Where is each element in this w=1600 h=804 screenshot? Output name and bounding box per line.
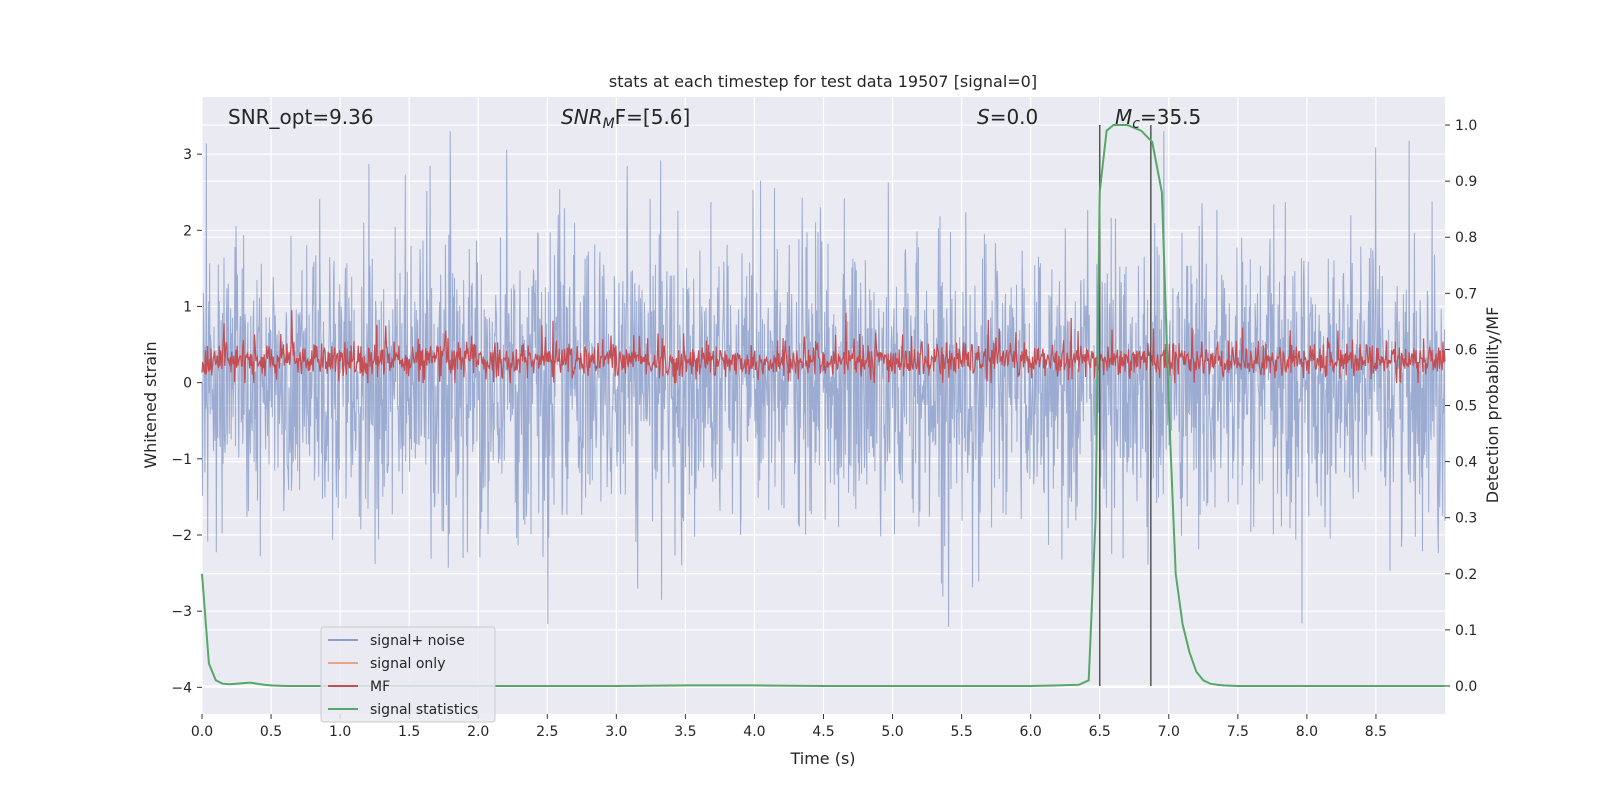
y-tick-label-right: 0.1 xyxy=(1455,623,1477,639)
x-tick-label: 5.5 xyxy=(950,724,972,740)
annotation-snr-mf-rest: F=[5.6] xyxy=(615,105,691,129)
x-tick-label: 3.5 xyxy=(674,724,696,740)
y-tick-label-left: 3 xyxy=(183,147,192,163)
annotation-mc-symbol: M xyxy=(1115,105,1132,129)
x-tick-label: 7.0 xyxy=(1158,724,1180,740)
y-axis-label-right: Detection probability/MF xyxy=(1483,307,1502,504)
legend-label-mf: MF xyxy=(370,679,390,695)
annotation-snr-opt: SNR_opt=9.36 xyxy=(228,105,374,129)
x-tick-label: 6.0 xyxy=(1020,724,1042,740)
x-tick-label: 8.5 xyxy=(1365,724,1387,740)
y-tick-label-left: 1 xyxy=(183,299,192,315)
series-signal-statistics xyxy=(201,124,1445,687)
y-tick-label-right: 0.7 xyxy=(1455,286,1477,302)
y-tick-label-left: −1 xyxy=(171,452,192,468)
annotation-snr-mf-main: SNR xyxy=(561,105,603,129)
x-tick-label: 1.5 xyxy=(398,724,420,740)
y-tick-label-right: 0.9 xyxy=(1455,174,1477,190)
x-tick-label: 6.5 xyxy=(1089,724,1111,740)
x-tick-label: 1.0 xyxy=(329,724,351,740)
y-tick-label-right: 0.6 xyxy=(1455,342,1477,358)
annotation-s: S=0.0 xyxy=(977,105,1038,129)
annotation-s-symbol: S xyxy=(977,105,990,129)
annotation-mc-sub: c xyxy=(1132,116,1140,132)
x-tick-label: 8.0 xyxy=(1296,724,1318,740)
legend-label-signal-noise: signal+ noise xyxy=(370,633,465,649)
x-tick-label: 2.0 xyxy=(467,724,489,740)
y-tick-label-left: −3 xyxy=(171,604,192,620)
annotation-mc: Mc=35.5 xyxy=(1115,105,1201,132)
x-tick-label: 4.0 xyxy=(743,724,765,740)
annotation-snr-mf-sub: M xyxy=(603,116,615,132)
annotation-mc-rest: =35.5 xyxy=(1140,105,1201,129)
x-tick-label: 7.5 xyxy=(1227,724,1249,740)
legend-label-signal-statistics: signal statistics xyxy=(370,702,478,718)
y-tick-label-left: 2 xyxy=(183,223,192,239)
y-tick-label-left: −4 xyxy=(171,680,192,696)
y-tick-label-left: −2 xyxy=(171,528,192,544)
legend: signal+ noise signal only MF signal stat… xyxy=(320,626,496,723)
y-tick-label-right: 0.2 xyxy=(1455,567,1477,583)
x-tick-label: 3.0 xyxy=(605,724,627,740)
annotation-snr-mf: SNRMF=[5.6] xyxy=(561,105,690,132)
y-tick-label-right: 0.4 xyxy=(1455,455,1477,471)
y-tick-label-right: 0.0 xyxy=(1455,679,1477,695)
series-signal-noise xyxy=(201,131,1446,627)
x-tick-label: 0.0 xyxy=(191,724,213,740)
y-tick-label-right: 0.3 xyxy=(1455,511,1477,527)
x-tick-label: 5.0 xyxy=(881,724,903,740)
x-tick-label: 4.5 xyxy=(812,724,834,740)
y-tick-label-right: 1.0 xyxy=(1455,118,1477,134)
legend-box xyxy=(320,626,496,723)
y-axis-label-left: Whitened strain xyxy=(141,341,160,468)
x-axis-label: Time (s) xyxy=(789,749,855,768)
x-tick-label: 2.5 xyxy=(536,724,558,740)
x-tick-label: 0.5 xyxy=(260,724,282,740)
y-tick-label-left: 0 xyxy=(183,376,192,392)
y-tick-label-right: 0.5 xyxy=(1455,399,1477,415)
series-mf xyxy=(201,310,1446,384)
annotation-s-rest: =0.0 xyxy=(990,105,1039,129)
chart-title: stats at each timestep for test data 195… xyxy=(609,72,1037,91)
legend-label-signal-only: signal only xyxy=(370,656,445,672)
y-tick-label-right: 0.8 xyxy=(1455,230,1477,246)
